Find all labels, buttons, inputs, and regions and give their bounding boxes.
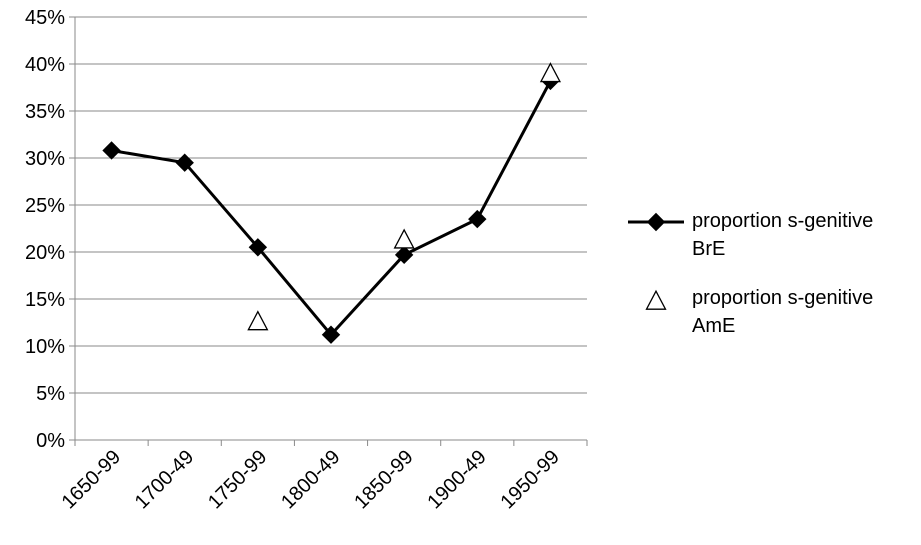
- x-tick-label: 1700-49: [131, 446, 198, 513]
- y-tick-label: 15%: [25, 289, 65, 311]
- series-1: [247, 62, 562, 331]
- data-point-amE: [247, 310, 269, 331]
- x-tick-label: 1850-99: [350, 446, 417, 513]
- series-0: [102, 71, 560, 344]
- data-point-brE: [102, 141, 121, 160]
- series-line: [111, 80, 552, 337]
- y-tick-label: 0%: [36, 430, 65, 452]
- data-point-amE: [539, 62, 562, 83]
- legend-label: proportion s-genitive: [692, 210, 873, 232]
- x-tick-label: 1800-49: [277, 446, 344, 513]
- legend-label: proportion s-genitive: [692, 287, 873, 309]
- x-tick-label: 1900-49: [423, 446, 490, 513]
- data-point-amE: [393, 228, 415, 249]
- y-axis-tick-labels: 0% 5% 10% 15% 20% 25% 30% 35% 40% 45%: [25, 7, 65, 452]
- legend-entry-1: proportion s-genitive AmE: [645, 287, 873, 337]
- y-tick-label: 20%: [25, 242, 65, 264]
- legend-label: BrE: [692, 238, 725, 260]
- legend-entry-0: proportion s-genitive BrE: [628, 210, 873, 260]
- data-point-brE: [175, 153, 194, 172]
- y-tick-label: 45%: [25, 7, 65, 29]
- y-tick-label: 10%: [25, 336, 65, 358]
- data-point-brE: [321, 325, 341, 344]
- data-point-brE: [394, 245, 414, 265]
- y-tick-label: 5%: [36, 383, 65, 405]
- x-tick-label: 1650-99: [58, 446, 125, 513]
- y-tick-label: 35%: [25, 101, 65, 123]
- y-tick-label: 30%: [25, 148, 65, 170]
- x-tick-label: 1950-99: [497, 446, 564, 513]
- legend-diamond-swatch: [646, 212, 666, 232]
- y-tick-label: 40%: [25, 54, 65, 76]
- axes: [69, 16, 588, 446]
- x-axis-tick-labels: 1650-99 1700-49 1750-99 1800-49 1850-99 1900-…: [58, 446, 564, 513]
- data-point-brE: [468, 209, 487, 229]
- x-tick-label: 1750-99: [204, 446, 271, 513]
- series: [102, 62, 562, 344]
- legend-triangle-swatch: [645, 289, 667, 310]
- legend-label: AmE: [692, 315, 735, 337]
- data-point-brE: [248, 238, 268, 257]
- y-tick-label: 25%: [25, 195, 65, 217]
